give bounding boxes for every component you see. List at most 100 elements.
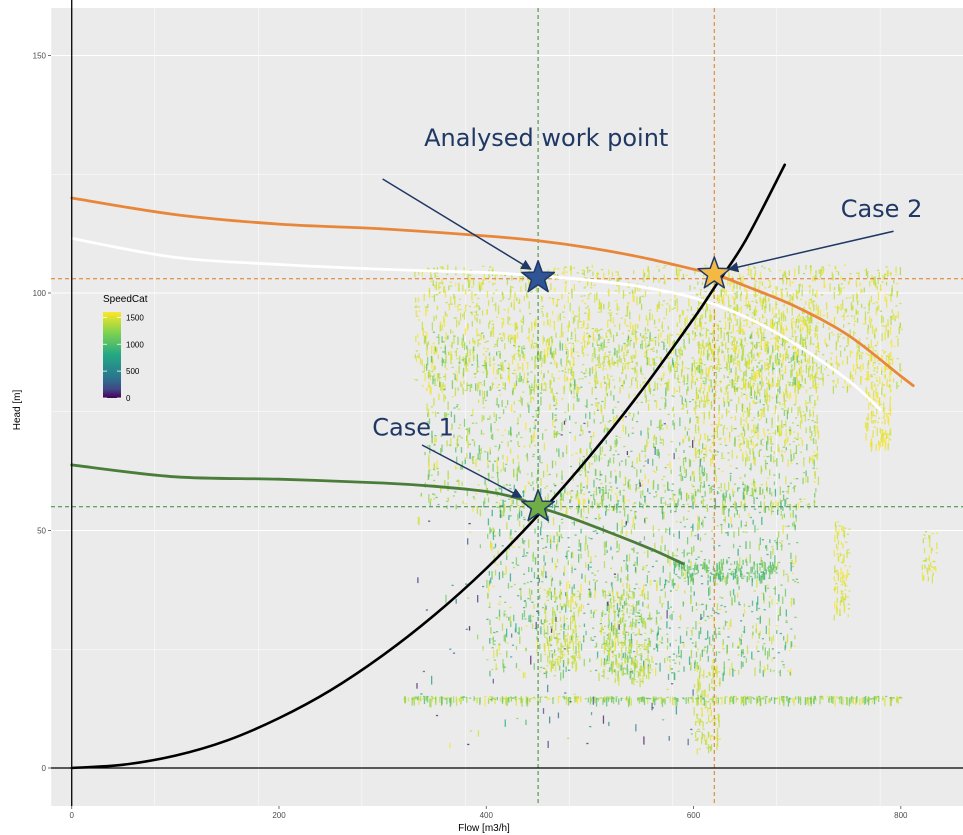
scatter-point xyxy=(520,595,522,601)
scatter-point xyxy=(548,623,551,625)
scatter-point xyxy=(636,633,639,635)
scatter-point xyxy=(776,537,779,543)
scatter-point xyxy=(590,556,592,563)
scatter-point xyxy=(801,284,804,289)
scatter-point xyxy=(699,335,702,337)
scatter-point xyxy=(863,269,866,272)
scatter-point xyxy=(580,469,583,472)
scatter-point xyxy=(631,548,634,550)
scatter-point xyxy=(813,384,816,389)
scatter-point xyxy=(567,537,570,539)
scatter-point xyxy=(743,502,747,504)
scatter-point xyxy=(808,322,811,324)
scatter-point xyxy=(522,573,526,575)
scatter-point xyxy=(579,448,581,454)
scatter-point xyxy=(426,342,428,350)
scatter-point xyxy=(670,509,672,513)
scatter-point xyxy=(510,586,513,588)
scatter-point xyxy=(700,550,703,553)
scatter-point xyxy=(630,529,633,535)
scatter-point xyxy=(678,277,680,282)
scatter-point xyxy=(756,618,759,620)
scatter-point xyxy=(526,581,529,584)
scatter-point xyxy=(472,408,474,416)
scatter-point xyxy=(418,341,420,346)
scatter-point xyxy=(752,341,754,351)
scatter-point xyxy=(782,446,785,448)
scatter-point xyxy=(504,633,507,643)
scatter-point xyxy=(633,523,636,530)
scatter-point xyxy=(456,438,458,446)
scatter-point xyxy=(774,314,777,316)
scatter-point xyxy=(884,362,886,371)
scatter-point xyxy=(432,359,434,364)
scatter-point xyxy=(474,373,477,375)
scatter-point xyxy=(649,364,652,366)
scatter-point xyxy=(554,460,557,466)
scatter-point xyxy=(769,469,771,476)
scatter-point xyxy=(759,374,761,379)
scatter-point xyxy=(727,572,729,579)
scatter-point xyxy=(614,300,618,302)
scatter-point xyxy=(466,325,469,331)
scatter-point xyxy=(503,333,506,340)
scatter-point xyxy=(476,383,479,392)
scatter-point xyxy=(553,360,556,366)
scatter-point xyxy=(681,569,683,577)
scatter-point xyxy=(520,375,523,382)
scatter-point xyxy=(691,314,694,316)
scatter-point xyxy=(645,315,648,321)
scatter-point xyxy=(725,386,728,393)
scatter-point xyxy=(739,640,741,648)
scatter-point xyxy=(710,314,713,319)
scatter-point xyxy=(500,469,502,473)
scatter-point xyxy=(533,342,536,345)
scatter-point xyxy=(522,491,525,493)
scatter-point xyxy=(833,291,835,300)
scatter-point xyxy=(586,544,589,550)
scatter-point xyxy=(610,390,612,396)
scatter-point xyxy=(745,531,748,533)
scatter-point xyxy=(731,449,733,459)
scatter-point xyxy=(633,413,635,418)
scatter-point xyxy=(718,631,721,633)
scatter-point xyxy=(556,558,559,563)
scatter-point xyxy=(755,302,759,304)
scatter-point xyxy=(574,534,577,536)
scatter-point xyxy=(753,401,756,404)
scatter-point xyxy=(429,375,432,377)
scatter-point xyxy=(809,437,812,439)
scatter-point xyxy=(680,369,683,377)
scatter-point xyxy=(611,271,614,277)
scatter-point xyxy=(510,505,513,507)
scatter-point xyxy=(768,360,771,365)
scatter-point xyxy=(706,349,709,357)
scatter-point xyxy=(712,607,714,612)
scatter-point xyxy=(554,416,557,419)
scatter-point xyxy=(607,356,610,365)
scatter-point xyxy=(634,510,636,519)
scatter-point xyxy=(753,446,756,448)
scatter-point xyxy=(691,550,693,556)
scatter-point xyxy=(664,501,667,506)
scatter-point xyxy=(607,421,610,423)
scatter-point xyxy=(531,472,533,477)
scatter-point xyxy=(779,321,781,326)
scatter-point xyxy=(564,411,567,414)
scatter-point xyxy=(524,555,528,557)
scatter-point xyxy=(799,384,802,389)
scatter-point xyxy=(669,572,671,581)
scatter-point xyxy=(702,443,704,450)
scatter-point xyxy=(699,484,702,488)
scatter-point xyxy=(814,403,817,405)
scatter-point xyxy=(894,273,898,276)
scatter-point xyxy=(877,269,880,272)
scatter-point xyxy=(489,602,491,606)
scatter-point xyxy=(759,352,762,354)
scatter-point xyxy=(592,627,595,629)
scatter-point xyxy=(798,265,800,275)
scatter-point xyxy=(635,483,638,486)
scatter-point xyxy=(626,351,628,356)
scatter-point xyxy=(634,634,637,636)
scatter-point xyxy=(641,450,644,452)
